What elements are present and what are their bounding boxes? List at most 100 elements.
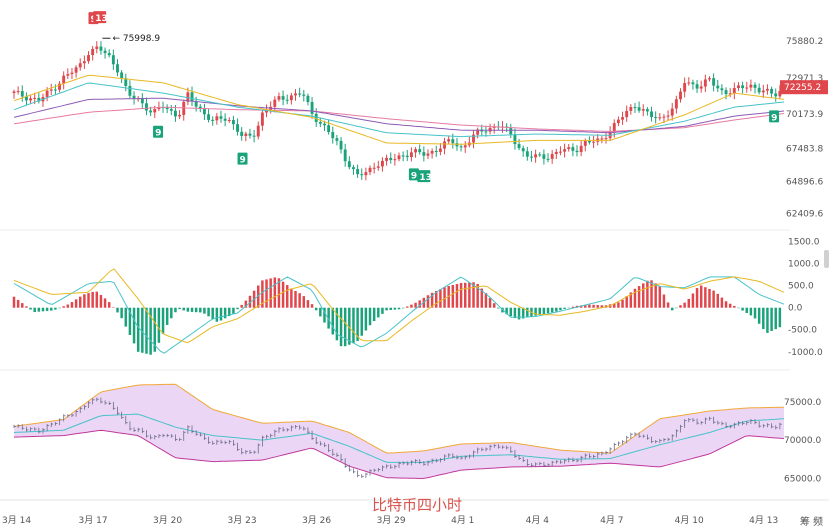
macd-histogram-bar (103, 298, 107, 308)
candle-body (633, 107, 637, 109)
macd-histogram-bar (393, 307, 397, 310)
candle-body (554, 151, 558, 155)
candle-body (227, 119, 231, 121)
macd-histogram-bar (468, 282, 471, 308)
macd-histogram-bar (571, 306, 575, 308)
price-y-tick: 70173.9 (786, 110, 823, 120)
macd-histogram-bar (642, 283, 645, 308)
candle-body (641, 109, 645, 111)
macd-histogram-bar (716, 293, 720, 308)
macd-histogram-bar (294, 290, 297, 308)
candle-body (691, 82, 695, 85)
candle-body (310, 102, 314, 114)
candle-body (575, 150, 579, 153)
candle-body (260, 112, 264, 126)
candle-body (753, 84, 757, 88)
candle-body (426, 153, 430, 156)
bollinger-y-tick: 75000.0 (784, 398, 821, 408)
macd-histogram-bar (207, 307, 210, 317)
price-y-tick: 67483.8 (786, 144, 823, 154)
macd-histogram-bar (372, 307, 376, 322)
corner-menu-label[interactable]: 筹 频 (799, 517, 823, 528)
macd-histogram-bar (654, 283, 657, 308)
candle-body (236, 124, 239, 132)
candle-body (323, 123, 326, 126)
macd-histogram-bar (50, 307, 53, 311)
candle-body (434, 151, 438, 153)
macd-histogram-bar (480, 288, 484, 308)
macd-histogram-bar (12, 296, 16, 308)
macd-histogram-bar (401, 307, 405, 309)
candle-body (625, 110, 629, 118)
candle-body (567, 147, 571, 150)
candle-body (621, 117, 624, 120)
candle-body (45, 90, 49, 98)
candle-body (389, 157, 393, 160)
candle-body (476, 129, 480, 135)
candle-body (716, 85, 720, 89)
candle-body (128, 85, 132, 96)
td-marker-buy (153, 125, 164, 138)
x-axis-date-label: 3月 29 (377, 515, 406, 526)
macd-histogram-bar (107, 302, 111, 308)
candle-body (670, 108, 674, 116)
macd-histogram-bar (261, 280, 264, 308)
price-y-tick: 64896.6 (786, 177, 823, 187)
candle-body (699, 86, 703, 89)
last-price-label: 72255.2 (784, 83, 821, 93)
td-marker-buy (417, 170, 431, 183)
macd-histogram-bar (778, 307, 782, 328)
macd-histogram-bar (724, 301, 728, 308)
macd-histogram-bar (414, 302, 417, 308)
macd-histogram-bar (91, 291, 94, 308)
scroll-handle[interactable] (824, 250, 829, 268)
bollinger-lower-line (13, 429, 785, 480)
candle-body (409, 152, 413, 157)
candle-body (616, 119, 620, 124)
macd-histogram-bar (21, 303, 24, 308)
candle-body (472, 134, 475, 143)
candle-body (53, 89, 57, 91)
macd-y-tick: 0.0 (788, 304, 803, 314)
td-marker-buy (237, 152, 248, 165)
macd-histogram-bar (149, 307, 152, 355)
candle-body (720, 88, 724, 91)
candle-body (650, 111, 653, 118)
macd-histogram-bar (120, 307, 123, 319)
macd-histogram-bar (331, 307, 335, 335)
macd-histogram-bar (281, 281, 285, 308)
candle-body (662, 116, 666, 118)
x-axis-date-label: 4月 7 (600, 515, 623, 526)
candle-body (20, 91, 24, 97)
candle-body (331, 132, 335, 139)
macd-histogram-bar (410, 304, 413, 308)
candle-body (12, 91, 16, 94)
macd-histogram-bar (484, 293, 488, 308)
candle-body (16, 91, 20, 93)
candle-body (49, 89, 53, 91)
macd-histogram-bar (704, 287, 707, 308)
candle-body (679, 91, 682, 100)
x-axis-date-label: 4月 13 (749, 515, 778, 526)
macd-histogram-bar (691, 293, 695, 308)
macd-histogram-bar (41, 307, 45, 312)
candle-body (563, 149, 567, 152)
macd-histogram-bar (45, 307, 49, 311)
candle-body (248, 133, 252, 136)
candle-body (306, 95, 310, 103)
macd-histogram-bar (240, 304, 243, 308)
macd-histogram-bar (170, 307, 173, 319)
td-marker-label: 13 (95, 14, 108, 24)
macd-histogram-bar (550, 307, 554, 313)
candle-body (380, 160, 384, 167)
macd-histogram-bar (257, 285, 260, 308)
td-marker-label: 13 (419, 173, 432, 183)
candle-body (546, 158, 550, 160)
macd-histogram-bar (683, 302, 686, 308)
macd-histogram-bar (617, 302, 620, 308)
candle-body (600, 138, 604, 140)
macd-histogram-bar (447, 285, 450, 308)
macd-histogram-bar (145, 307, 148, 354)
macd-histogram-bar (219, 307, 223, 321)
